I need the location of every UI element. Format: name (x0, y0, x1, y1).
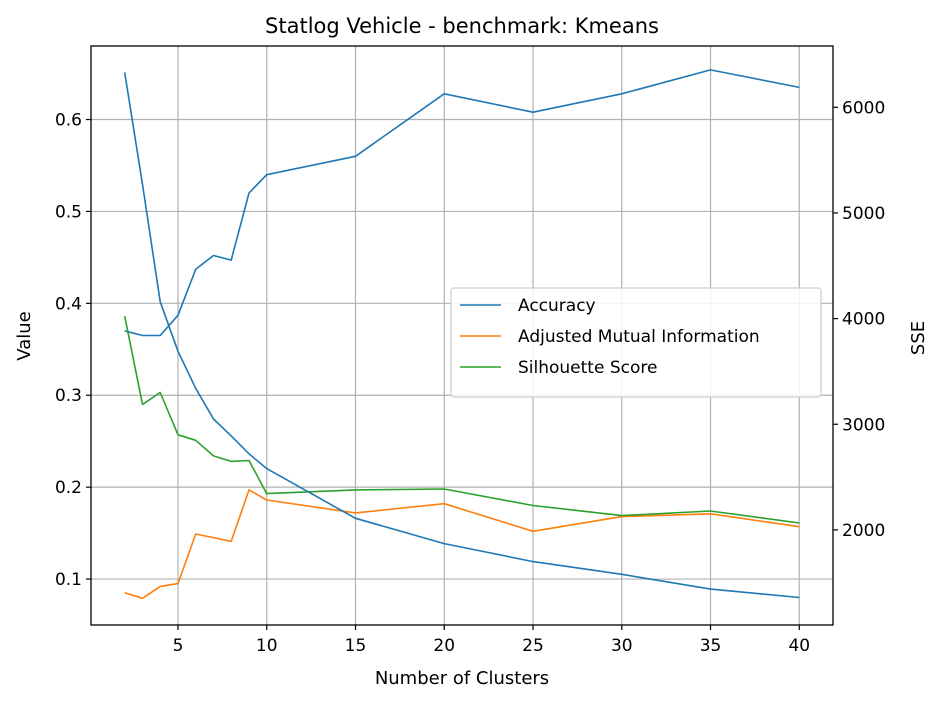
y2-tick-label: 6000 (842, 98, 885, 118)
x-axis-label: Number of Clusters (375, 668, 549, 689)
x-tick-label: 30 (611, 636, 633, 656)
legend-box (450, 287, 822, 398)
x-tick-label: 5 (173, 636, 184, 656)
y-tick-label: 0.6 (55, 111, 82, 131)
y-tick-label: 0.1 (55, 570, 82, 590)
y2-axis-label: SSE (908, 321, 929, 355)
y2-tick-label: 3000 (842, 415, 885, 435)
series-lines (123, 69, 800, 600)
series-line-sse (123, 72, 800, 599)
legend-label: Adjusted Mutual Information (518, 327, 760, 347)
y-tick-label: 0.3 (55, 386, 82, 406)
y-tick-label: 0.5 (55, 202, 82, 222)
y-axis-label: Value (14, 311, 35, 360)
x-tick-label: 25 (522, 636, 544, 656)
y2-tick-label: 4000 (842, 310, 885, 330)
plot-frame (90, 45, 834, 626)
chart-title: Statlog Vehicle - benchmark: Kmeans (265, 14, 659, 38)
series-line-adjusted-mutual-information (124, 489, 800, 600)
series-line-silhouette-score (123, 316, 800, 524)
axis-ticks: 5 10 15 20 25 30 35 40 0.1 0.2 0.3 0.4 0.5 0.6 2000 300… (55, 98, 885, 656)
x-tick-label: 40 (788, 636, 810, 656)
x-tick-label: 35 (700, 636, 722, 656)
y-tick-label: 0.4 (55, 294, 82, 314)
x-tick-label: 10 (256, 636, 278, 656)
x-tick-label: 15 (345, 636, 367, 656)
x-tick-label: 20 (433, 636, 455, 656)
y-tick-label: 0.2 (55, 478, 82, 498)
legend: Accuracy Adjusted Mutual Information Silho… (450, 287, 822, 398)
y2-tick-label: 5000 (842, 204, 885, 224)
series-line-accuracy (124, 69, 800, 337)
y2-tick-label: 2000 (842, 521, 885, 541)
legend-label: Accuracy (518, 296, 596, 316)
legend-label: Silhouette Score (518, 358, 657, 378)
